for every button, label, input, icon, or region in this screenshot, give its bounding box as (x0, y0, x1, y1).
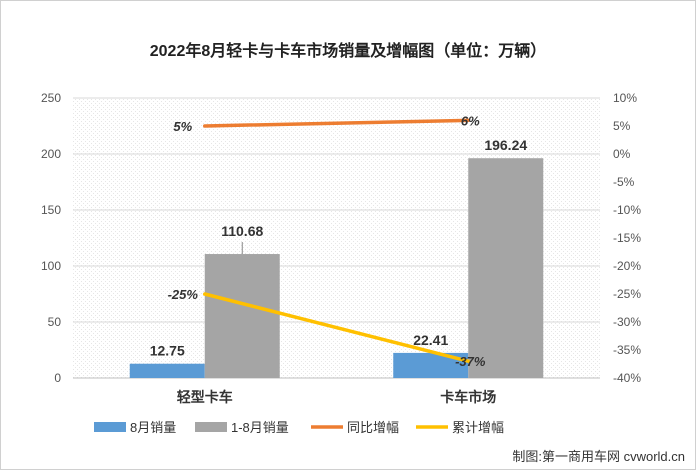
legend-label: 同比增幅 (347, 420, 399, 435)
series-line (203, 292, 470, 363)
right-tick-label: 0% (613, 147, 631, 161)
legend-label: 8月销量 (130, 420, 176, 435)
bar-value-label: 12.75 (150, 343, 185, 359)
left-axis: 0 50 100 150 200 250 (41, 91, 61, 385)
right-tick-label: -25% (613, 287, 641, 301)
right-axis: -40% -35% -30% -25% -20% -15% -10% -5% 0% 5% 10% (613, 91, 641, 385)
right-tick-label: 10% (613, 91, 637, 105)
right-tick-label: -5% (613, 175, 635, 189)
bar-value-label: 196.24 (484, 137, 527, 153)
line-value-label: 5% (173, 119, 192, 134)
left-tick-label: 0 (54, 371, 61, 385)
footer-credit: 制图:第一商用车网 cvworld.cn (512, 449, 685, 464)
right-tick-label: 5% (613, 119, 631, 133)
right-tick-label: -40% (613, 371, 641, 385)
legend-label: 1-8月销量 (231, 420, 289, 435)
category-axis: 轻型卡车 卡车市场 (177, 389, 497, 405)
bar-value-label: 110.68 (221, 223, 263, 239)
bar (468, 158, 544, 378)
legend-swatch (195, 422, 227, 432)
right-tick-label: -15% (613, 231, 641, 245)
bar (204, 254, 280, 378)
legend: 8月销量 1-8月销量 同比增幅 累计增幅 (94, 420, 504, 435)
category-label: 轻型卡车 (177, 389, 233, 405)
right-tick-label: -10% (613, 203, 641, 217)
series-line (203, 118, 470, 128)
left-tick-label: 100 (41, 259, 61, 273)
right-tick-label: -30% (613, 315, 641, 329)
left-tick-label: 150 (41, 203, 61, 217)
bars (129, 158, 544, 378)
legend-swatch (94, 422, 126, 432)
category-label: 卡车市场 (440, 389, 496, 405)
bar-value-label: 22.41 (413, 332, 448, 348)
left-tick-label: 200 (41, 147, 61, 161)
right-tick-label: -35% (613, 343, 641, 357)
line-value-label: -25% (168, 287, 199, 302)
left-tick-label: 50 (48, 315, 62, 329)
data-labels: 12.75 110.68 22.41 196.24 5% 6% -25% -37% (150, 113, 528, 369)
line-value-label: -37% (455, 354, 486, 369)
lines (203, 118, 470, 363)
legend-label: 累计增幅 (452, 420, 504, 435)
bar (129, 363, 205, 378)
line-value-label: 6% (461, 113, 480, 128)
left-tick-label: 250 (41, 91, 61, 105)
right-tick-label: -20% (613, 259, 641, 273)
chart-title: 2022年8月轻卡与卡车市场销量及增幅图（单位：万辆） (150, 41, 547, 60)
